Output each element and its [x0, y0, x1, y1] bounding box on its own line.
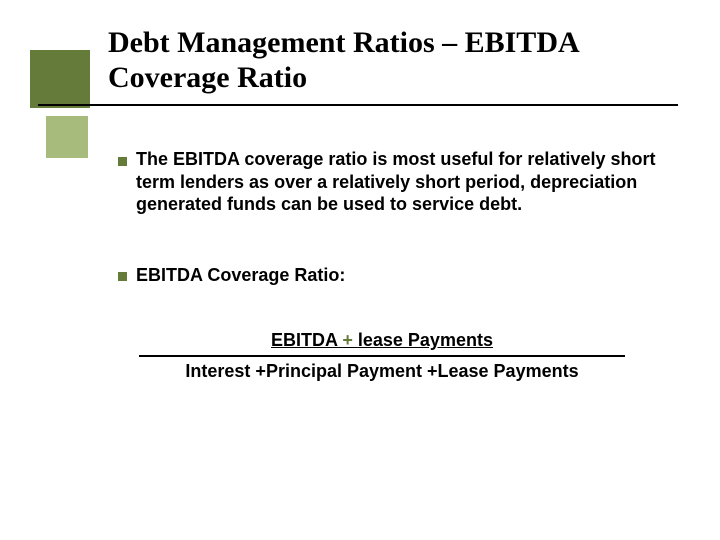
- title-line2: Coverage Ratio: [108, 61, 307, 94]
- paragraph-2-text: EBITDA Coverage Ratio:: [136, 265, 345, 285]
- fraction-line: [139, 355, 625, 357]
- title-line1: Debt Management Ratios – EBITDA: [108, 26, 580, 59]
- bullet-icon: [118, 157, 127, 166]
- paragraph-1-text: The EBITDA coverage ratio is most useful…: [136, 149, 655, 214]
- decor-square-large: [30, 50, 90, 108]
- title-underline: [38, 104, 678, 106]
- numerator-post: lease Payments: [358, 330, 493, 350]
- paragraph-1: The EBITDA coverage ratio is most useful…: [136, 148, 676, 216]
- formula-denominator: Interest +Principal Payment +Lease Payme…: [138, 361, 626, 382]
- numerator-plus: +: [342, 330, 358, 350]
- numerator-pre: EBITDA: [271, 330, 342, 350]
- bullet-icon: [118, 272, 127, 281]
- paragraph-2: EBITDA Coverage Ratio:: [136, 264, 676, 287]
- decor-square-small: [46, 116, 88, 158]
- formula: EBITDA + lease Payments Interest +Princi…: [138, 330, 626, 382]
- formula-numerator: EBITDA + lease Payments: [271, 330, 493, 351]
- page-title: Debt Management Ratios – EBITDA Coverage…: [108, 26, 668, 95]
